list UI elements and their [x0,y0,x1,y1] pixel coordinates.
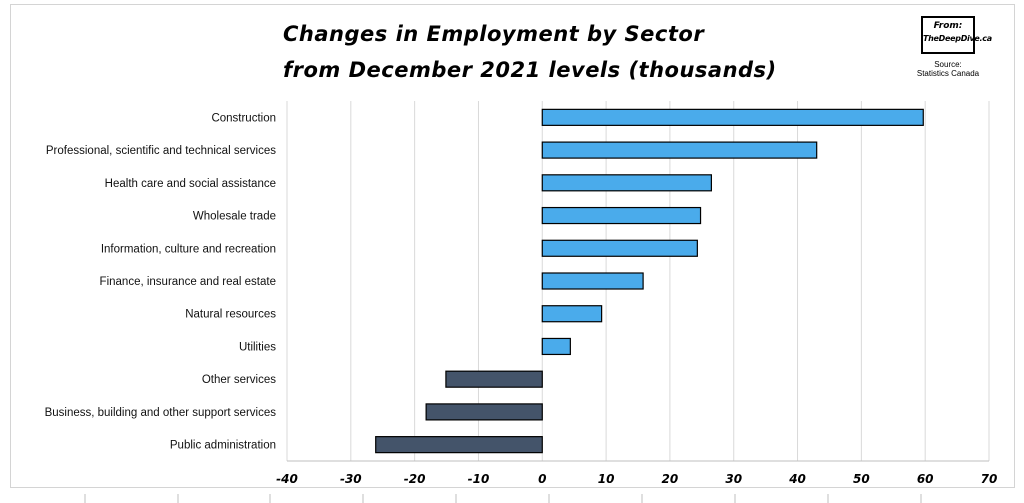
bar [541,305,603,323]
x-tick-label: -30 [340,472,362,486]
bar [541,337,571,356]
x-tick-label: 10 [598,472,615,486]
source-label: Source: [934,60,962,69]
source-note: Source: Statistics Canada [905,60,991,78]
bar [425,403,543,421]
badge-site-label: TheDeepDive.ca [923,34,992,43]
category-label: Construction [211,112,276,124]
chart-title-line-2: from December 2021 levels (thousands) [283,58,777,82]
x-tick-label: -10 [468,472,490,486]
bar [375,436,543,454]
x-tick-label: 30 [725,472,742,486]
x-tick-label: 20 [662,472,679,486]
x-tick-label: 40 [788,472,806,486]
category-label: Public administration [170,440,276,452]
x-tick-label: 50 [853,472,870,486]
bar [541,272,644,290]
chart-title-line-1: Changes in Employment by Sector [283,22,705,46]
x-tick-label: 70 [981,472,998,486]
category-label: Utilities [239,341,276,353]
category-label: Health care and social assistance [105,178,276,190]
bar [541,108,924,126]
source-value: Statistics Canada [916,69,980,78]
category-label: Wholesale trade [193,211,276,223]
source-badge: From: TheDeepDive.ca [921,16,992,54]
category-label: Information, culture and recreation [101,243,276,255]
x-tick-label: -20 [404,472,426,486]
bar [541,239,698,257]
badge-from-label: From: [933,21,963,31]
category-label: Natural resources [185,309,276,321]
bar [541,141,818,159]
bar [445,370,543,388]
chart-frame [10,4,1015,488]
x-tick-label: 60 [917,472,934,486]
category-label: Other services [202,374,276,386]
x-tick-label: -40 [276,472,298,486]
category-label: Professional, scientific and technical s… [46,145,276,157]
bar [541,206,702,225]
category-label: Business, building and other support ser… [45,407,277,419]
bar [541,174,712,192]
category-label: Finance, insurance and real estate [100,276,276,288]
x-tick-label: 0 [538,472,546,486]
